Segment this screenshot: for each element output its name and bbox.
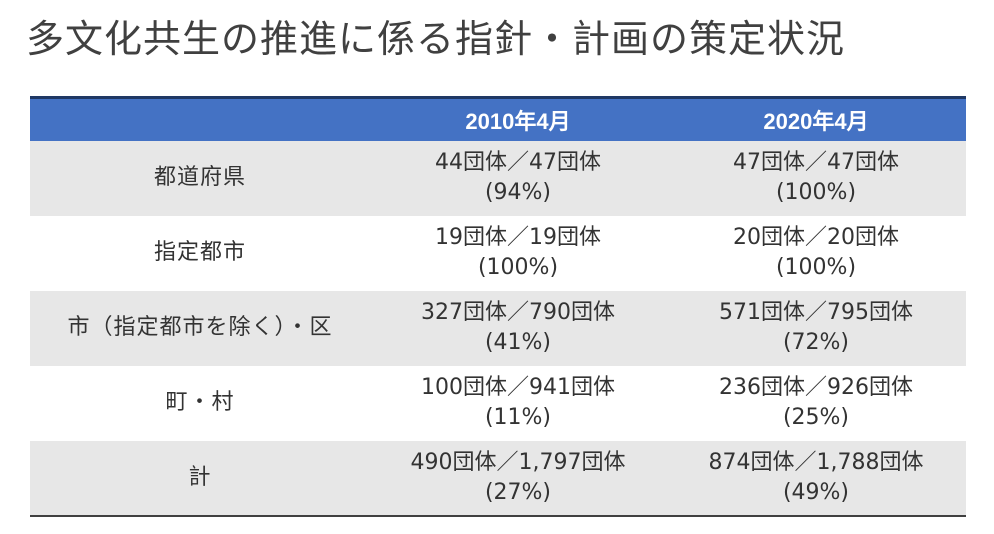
percent-value: (27%) xyxy=(484,479,552,505)
header-2020: 2020年4月 xyxy=(763,108,869,134)
count-value: 490団体／1,797団体 xyxy=(410,449,626,475)
cell-2020: 571団体／795団体 (72%) xyxy=(666,291,966,366)
cell-2010: 44団体／47団体 (94%) xyxy=(370,141,666,216)
percent-value: (49%) xyxy=(782,479,850,505)
count-value: 874団体／1,788団体 xyxy=(708,449,924,475)
percent-value: (72%) xyxy=(782,330,850,355)
row-label: 指定都市 xyxy=(153,240,246,265)
table-header-row: 2010年4月 2020年4月 xyxy=(30,97,966,141)
count-value: 571団体／795団体 xyxy=(719,300,913,325)
cell-2010: 19団体／19団体 (100%) xyxy=(370,216,666,291)
cell-2020: 20団体／20団体 (100%) xyxy=(666,216,966,291)
cell-2020: 236団体／926団体 (25%) xyxy=(666,366,966,441)
table-row: 計 490団体／1,797団体 (27%) 874団体／1,788団体 (49%… xyxy=(30,440,966,516)
row-label: 市（指定都市を除く）・区 xyxy=(67,315,333,340)
header-2010: 2010年4月 xyxy=(465,108,571,134)
count-value: 20団体／20団体 xyxy=(733,225,899,250)
status-table: 2010年4月 2020年4月 都道府県 44団体／47団体 (94%) 47団… xyxy=(30,96,966,517)
table-row: 町・村 100団体／941団体 (11%) 236団体／926団体 (25%) xyxy=(30,365,966,441)
percent-value: (100%) xyxy=(775,255,857,280)
count-value: 236団体／926団体 xyxy=(719,375,913,400)
count-value: 44団体／47団体 xyxy=(435,150,601,175)
percent-value: (94%) xyxy=(484,180,552,205)
cell-2010: 490団体／1,797団体 (27%) xyxy=(370,441,666,516)
percent-value: (100%) xyxy=(775,180,857,205)
percent-value: (25%) xyxy=(782,405,850,430)
count-value: 100団体／941団体 xyxy=(421,375,615,400)
row-label: 町・村 xyxy=(165,390,235,415)
header-empty xyxy=(30,98,370,141)
count-value: 327団体／790団体 xyxy=(421,300,615,325)
row-label: 都道府県 xyxy=(153,165,246,190)
table-row: 都道府県 44団体／47団体 (94%) 47団体／47団体 (100%) xyxy=(30,140,966,216)
percent-value: (11%) xyxy=(484,405,552,430)
table-row: 指定都市 19団体／19団体 (100%) 20団体／20団体 (100%) xyxy=(30,215,966,291)
table-row: 市（指定都市を除く）・区 327団体／790団体 (41%) 571団体／795… xyxy=(30,290,966,366)
percent-value: (100%) xyxy=(477,255,559,280)
count-value: 19団体／19団体 xyxy=(435,225,601,250)
cell-2010: 100団体／941団体 (11%) xyxy=(370,366,666,441)
page-title: 多文化共生の推進に係る指針・計画の策定状況 xyxy=(26,17,846,61)
row-label: 計 xyxy=(188,464,212,490)
cell-2010: 327団体／790団体 (41%) xyxy=(370,291,666,366)
count-value: 47団体／47団体 xyxy=(733,150,899,175)
cell-2020: 874団体／1,788団体 (49%) xyxy=(666,441,966,516)
percent-value: (41%) xyxy=(484,330,552,355)
cell-2020: 47団体／47団体 (100%) xyxy=(666,141,966,216)
